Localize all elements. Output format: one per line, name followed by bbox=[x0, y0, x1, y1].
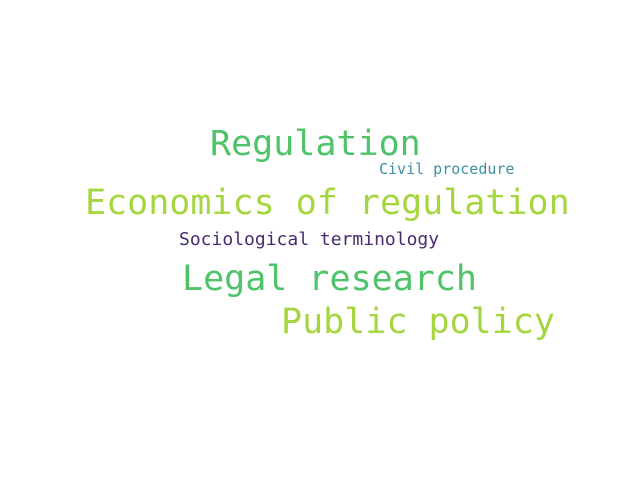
word-legal-research: Legal research bbox=[182, 259, 478, 299]
word-economics-of-regulation: Economics of regulation bbox=[85, 183, 570, 223]
word-sociological-terminology: Sociological terminology bbox=[179, 229, 440, 250]
word-civil-procedure: Civil procedure bbox=[379, 160, 515, 178]
word-regulation: Regulation bbox=[210, 124, 421, 164]
word-public-policy: Public policy bbox=[281, 302, 555, 342]
